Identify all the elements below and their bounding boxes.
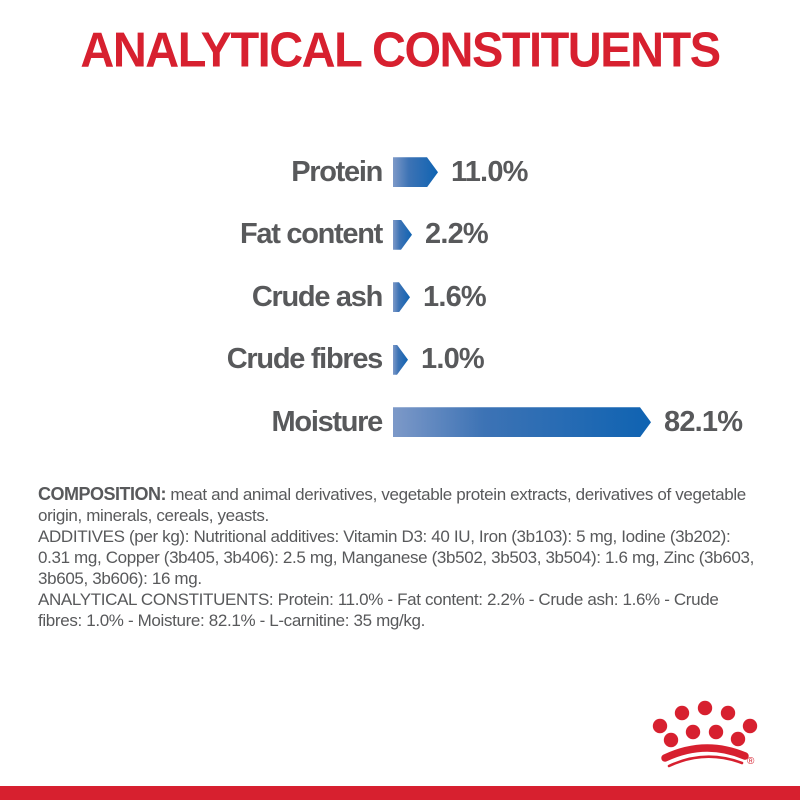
bar-moisture: [393, 407, 651, 437]
chart-label: Crude ash: [251, 280, 383, 313]
footer-accent-bar: [0, 786, 800, 800]
bar-fat-content: [393, 220, 412, 250]
chart-value: 11.0%: [451, 155, 528, 188]
chart-label: Crude fibres: [226, 343, 384, 376]
chart-value: 1.0%: [421, 343, 485, 376]
bar-crude-ash: [393, 282, 410, 312]
bar-protein: [393, 157, 438, 187]
chart-label: Moisture: [271, 405, 384, 438]
analytical-constituents-chart: Protein 11.0% Fat content 2.2% Crude ash…: [0, 141, 800, 454]
chart-row-moisture: Moisture 82.1%: [0, 391, 800, 454]
chart-label: Protein: [291, 155, 383, 188]
chart-row-crude-ash: Crude ash 1.6%: [0, 266, 800, 329]
royal-canin-crown-logo: ®: [652, 700, 758, 768]
chart-value: 82.1%: [664, 405, 743, 438]
composition-label: COMPOSITION:: [38, 484, 167, 504]
analytical-text: ANALYTICAL CONSTITUENTS: Protein: 11.0% …: [38, 590, 719, 630]
chart-value: 1.6%: [423, 280, 487, 313]
chart-row-fat-content: Fat content 2.2%: [0, 204, 800, 267]
bar-crude-fibres: [393, 345, 408, 375]
composition-text: COMPOSITION: meat and animal derivatives…: [38, 484, 746, 525]
regulatory-text-block: COMPOSITION: meat and animal derivatives…: [38, 484, 766, 631]
page-title: ANALYTICAL CONSTITUENTS: [80, 21, 721, 78]
registered-trademark-icon: ®: [747, 756, 755, 767]
additives-text: ADDITIVES (per kg): Nutritional additive…: [38, 527, 754, 588]
chart-value: 2.2%: [425, 218, 489, 251]
chart-label: Fat content: [240, 218, 383, 251]
chart-row-crude-fibres: Crude fibres 1.0%: [0, 329, 800, 392]
chart-row-protein: Protein 11.0%: [0, 141, 800, 204]
